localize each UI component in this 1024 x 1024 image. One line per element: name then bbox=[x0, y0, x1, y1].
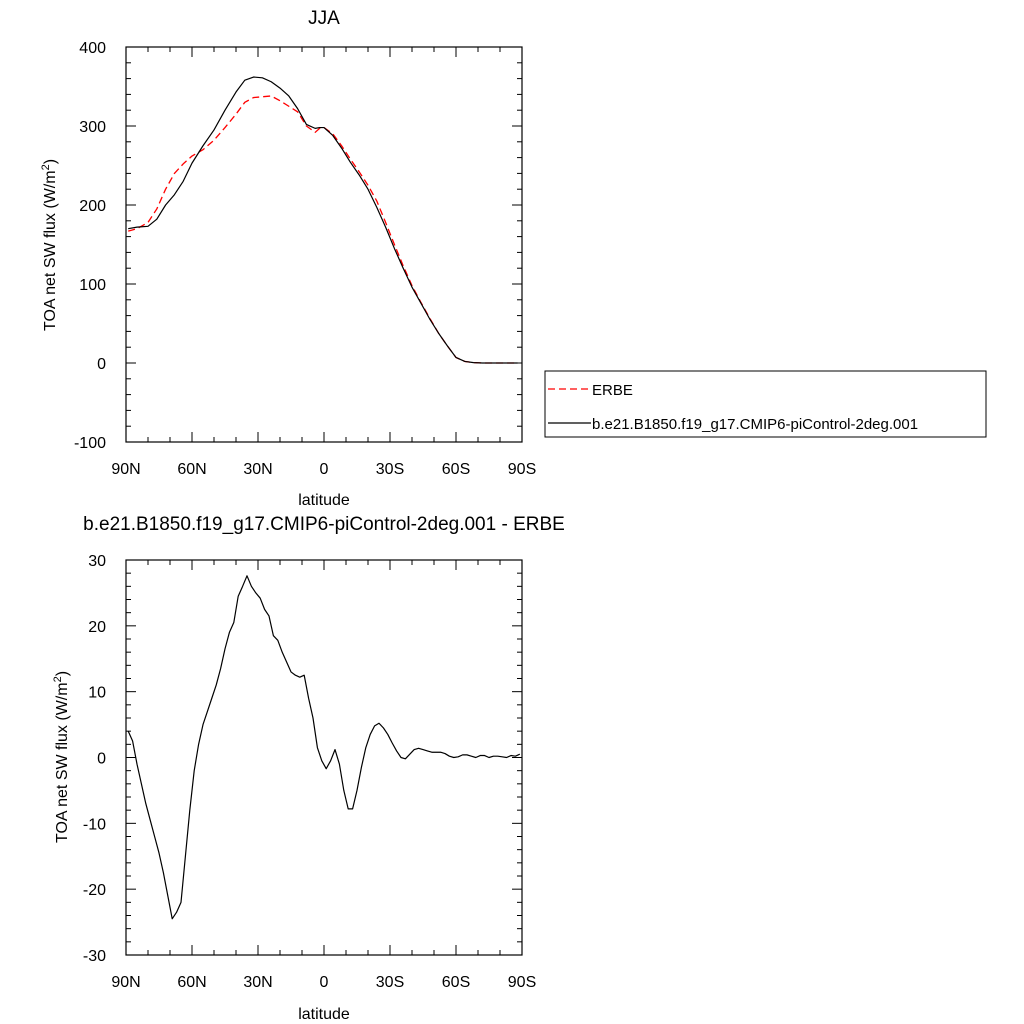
x-tick-label: 30S bbox=[376, 461, 404, 478]
bottom-chart-difference: b.e21.B1850.f19_g17.CMIP6-piControl-2deg… bbox=[52, 514, 565, 1023]
top-chart-legend: ERBE b.e21.B1850.f19_g17.CMIP6-piControl… bbox=[544, 370, 987, 438]
legend-label-model: b.e21.B1850.f19_g17.CMIP6-piControl-2deg… bbox=[592, 416, 918, 433]
x-tick-label: 0 bbox=[320, 461, 329, 478]
y-tick-label: 100 bbox=[79, 277, 106, 294]
x-tick-label: 90N bbox=[111, 974, 140, 991]
legend-label-erbe: ERBE bbox=[592, 382, 633, 399]
x-tick-label: 30N bbox=[243, 461, 272, 478]
y-tick-label: -100 bbox=[74, 435, 106, 452]
legend-box bbox=[544, 370, 987, 438]
bottom-chart-y-axis-title: TOA net SW flux (W/m2) bbox=[52, 671, 71, 843]
bottom-chart-series bbox=[127, 575, 521, 920]
y-tick-label: 20 bbox=[88, 619, 106, 636]
x-tick-label: 60S bbox=[442, 974, 470, 991]
bottom-chart-title: b.e21.B1850.f19_g17.CMIP6-piControl-2deg… bbox=[83, 514, 565, 535]
y-tick-label: -20 bbox=[83, 882, 106, 899]
bottom-chart-plot-frame bbox=[125, 559, 523, 956]
top-chart-jja: JJA 90N 60N 30N 0 30S 60S 90S -100 0 100 200 300 400… bbox=[40, 8, 987, 509]
x-tick-label: 60N bbox=[177, 461, 206, 478]
top-chart-y-axis-title: TOA net SW flux (W/m2) bbox=[40, 159, 59, 331]
x-tick-label: 0 bbox=[320, 974, 329, 991]
bottom-chart-ticks bbox=[125, 559, 523, 956]
y-tick-label: 30 bbox=[88, 553, 106, 570]
top-chart-series bbox=[128, 76, 518, 364]
series-line-b-e21-b1850-f19-g17-cmip6-picontrol-2deg-001 bbox=[128, 76, 518, 364]
y-tick-label: 400 bbox=[79, 40, 106, 57]
x-tick-label: 60N bbox=[177, 974, 206, 991]
bottom-chart-tick-labels: 90N 60N 30N 0 30S 60S 90S -30 -20 -10 0 10 20 30 bbox=[83, 553, 536, 991]
top-chart-title: JJA bbox=[308, 8, 340, 29]
x-tick-label: 60S bbox=[442, 461, 470, 478]
x-tick-label: 90S bbox=[508, 974, 536, 991]
top-chart-x-axis-title: latitude bbox=[298, 492, 350, 509]
series-line-difference bbox=[127, 575, 521, 920]
series-line-erbe bbox=[128, 95, 518, 364]
x-tick-label: 90S bbox=[508, 461, 536, 478]
y-tick-label: -10 bbox=[83, 816, 106, 833]
x-tick-label: 90N bbox=[111, 461, 140, 478]
top-chart-plot-frame bbox=[125, 46, 523, 443]
y-tick-label: 200 bbox=[79, 198, 106, 215]
x-tick-label: 30N bbox=[243, 974, 272, 991]
bottom-chart-x-axis-title: latitude bbox=[298, 1006, 350, 1023]
x-tick-label: 30S bbox=[376, 974, 404, 991]
y-tick-label: -30 bbox=[83, 948, 106, 965]
y-tick-label: 10 bbox=[88, 685, 106, 702]
top-chart-ticks bbox=[125, 46, 523, 443]
top-chart-tick-labels: 90N 60N 30N 0 30S 60S 90S -100 0 100 200 300 400 bbox=[74, 40, 536, 478]
y-tick-label: 300 bbox=[79, 119, 106, 136]
y-tick-label: 0 bbox=[97, 751, 106, 768]
y-tick-label: 0 bbox=[97, 356, 106, 373]
